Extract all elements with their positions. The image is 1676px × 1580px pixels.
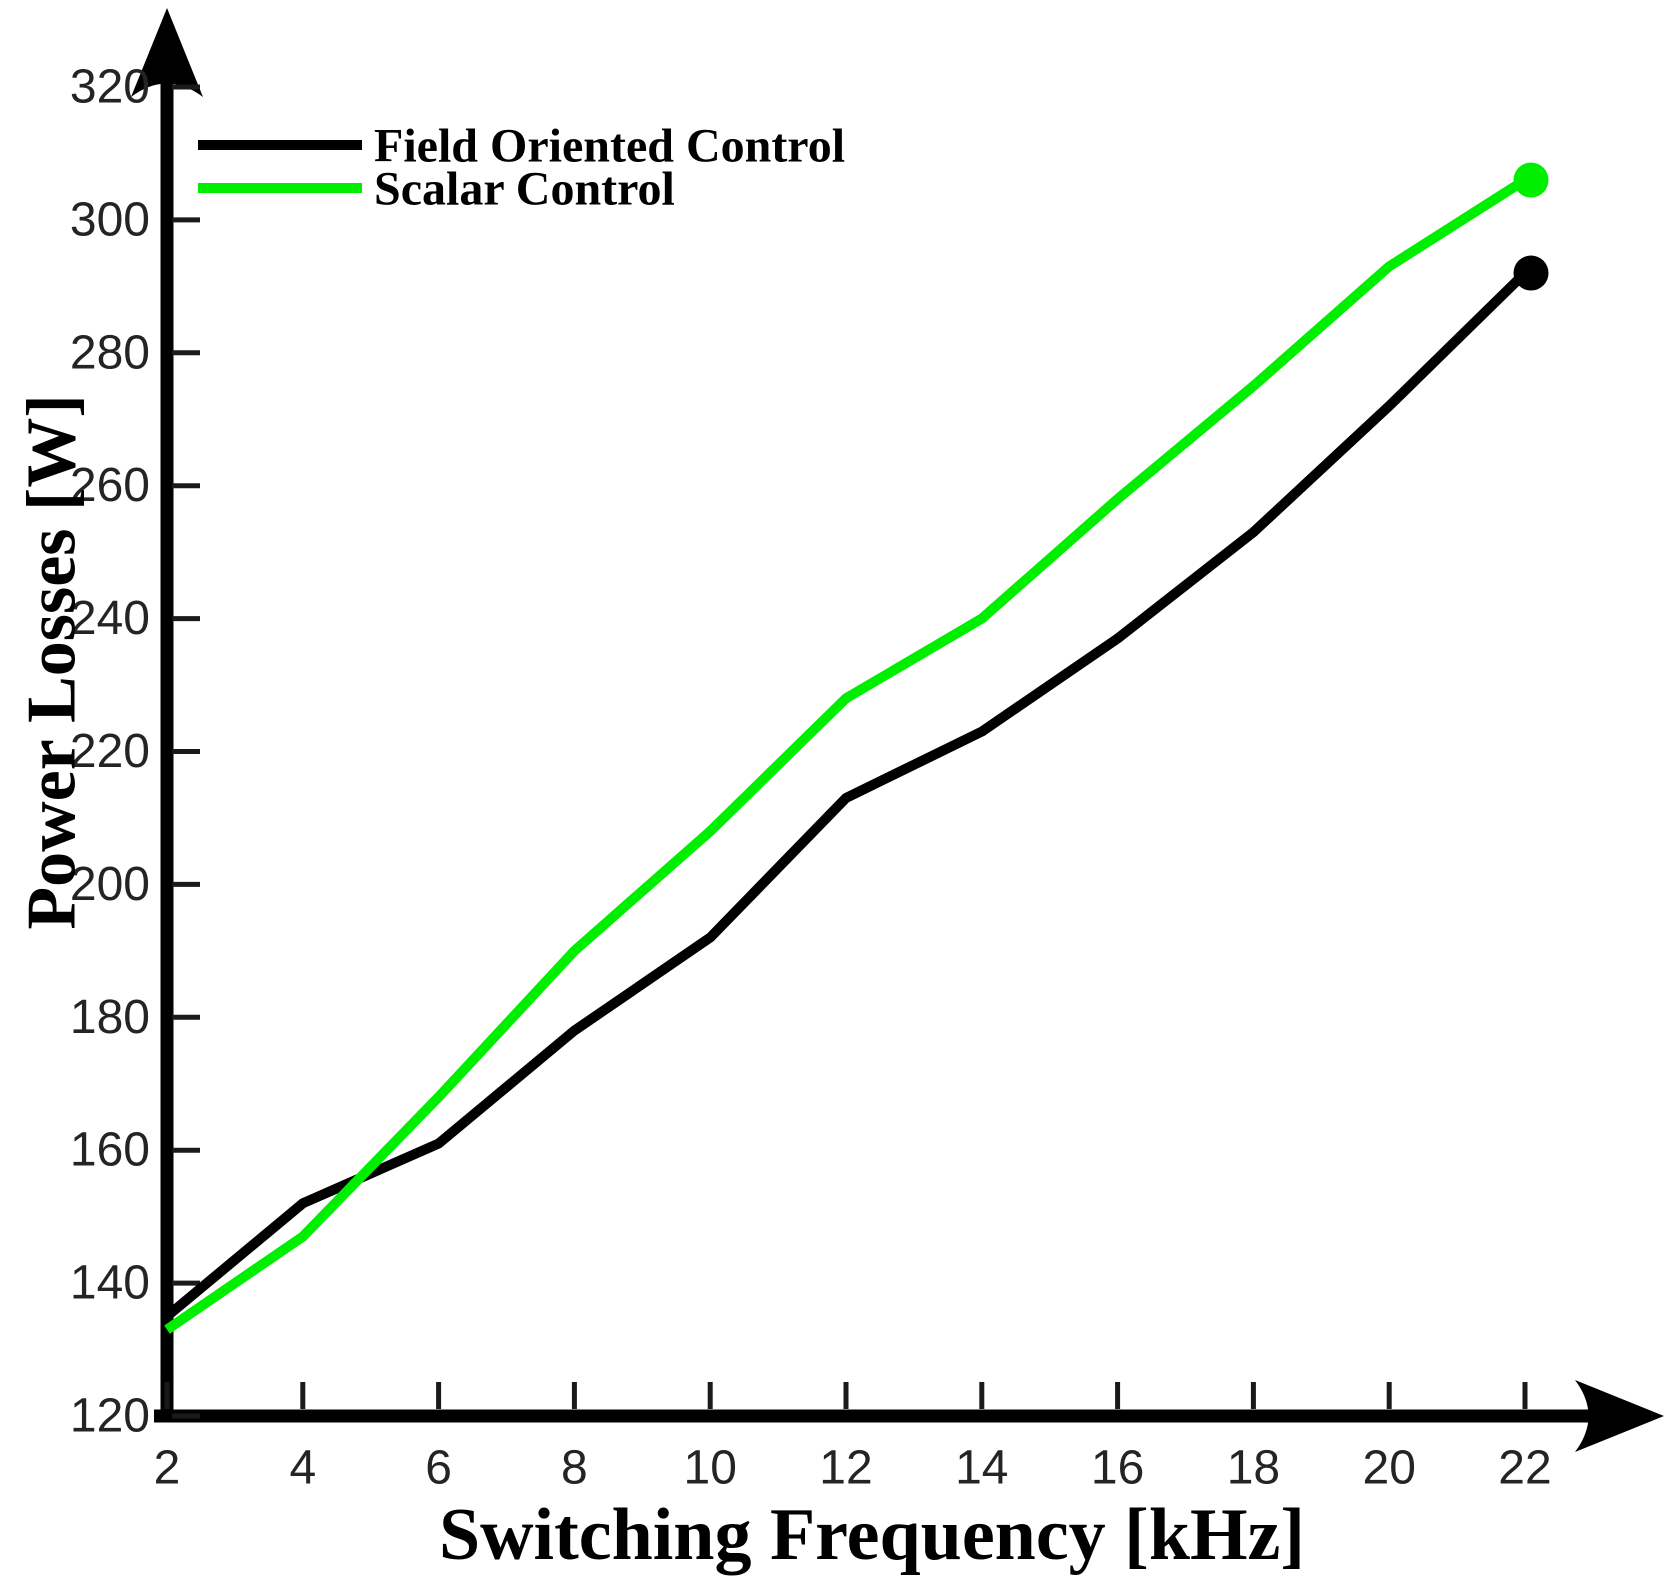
y-tick-label: 180 [70, 991, 150, 1044]
legend-label-scalar-control: Scalar Control [374, 163, 675, 216]
y-tick-label: 280 [70, 326, 150, 379]
x-tick-label: 20 [1363, 1442, 1416, 1495]
y-tick-label: 220 [70, 725, 150, 778]
tick-labels: 120 140 160 180 200 220 240 260 280 300 320 2 4 6 8 10 1… [70, 61, 1552, 1495]
end-marker-scalar-control [1513, 162, 1549, 198]
y-tick-label: 120 [70, 1390, 150, 1443]
series-lines [163, 175, 1529, 1334]
legend: Field Oriented Control Scalar Control [198, 120, 845, 216]
legend-label-field-oriented-control: Field Oriented Control [374, 120, 845, 173]
x-axis-arrowhead [1575, 1380, 1664, 1452]
end-markers [1513, 162, 1549, 291]
y-axis-title: Power Losses [W] [14, 394, 91, 929]
y-tick-label: 300 [70, 193, 150, 246]
y-tick-label: 200 [70, 858, 150, 911]
x-tick-label: 12 [819, 1442, 872, 1495]
x-axis-title: Switching Frequency [kHz] [439, 1494, 1305, 1576]
y-axis-arrowhead [131, 8, 203, 97]
axis-ticks [164, 84, 1528, 1419]
y-tick-label: 160 [70, 1124, 150, 1177]
x-tick-label: 4 [289, 1442, 316, 1495]
series-line-scalar-control [164, 175, 1528, 1334]
x-tick-label: 10 [684, 1442, 737, 1495]
y-tick-label: 320 [70, 61, 150, 114]
end-marker-field-oriented-control [1513, 255, 1549, 291]
x-tick-label: 6 [425, 1442, 452, 1495]
x-tick-label: 2 [154, 1442, 181, 1495]
x-tick-label: 22 [1498, 1442, 1551, 1495]
y-tick-label: 240 [70, 592, 150, 645]
x-tick-label: 16 [1091, 1442, 1144, 1495]
x-tick-label: 8 [561, 1442, 588, 1495]
x-tick-label: 18 [1227, 1442, 1280, 1495]
y-tick-label: 140 [70, 1257, 150, 1310]
x-tick-label: 14 [955, 1442, 1008, 1495]
axes [131, 8, 1664, 1452]
y-tick-label: 260 [70, 459, 150, 512]
series-line-field-oriented-control [163, 269, 1529, 1321]
